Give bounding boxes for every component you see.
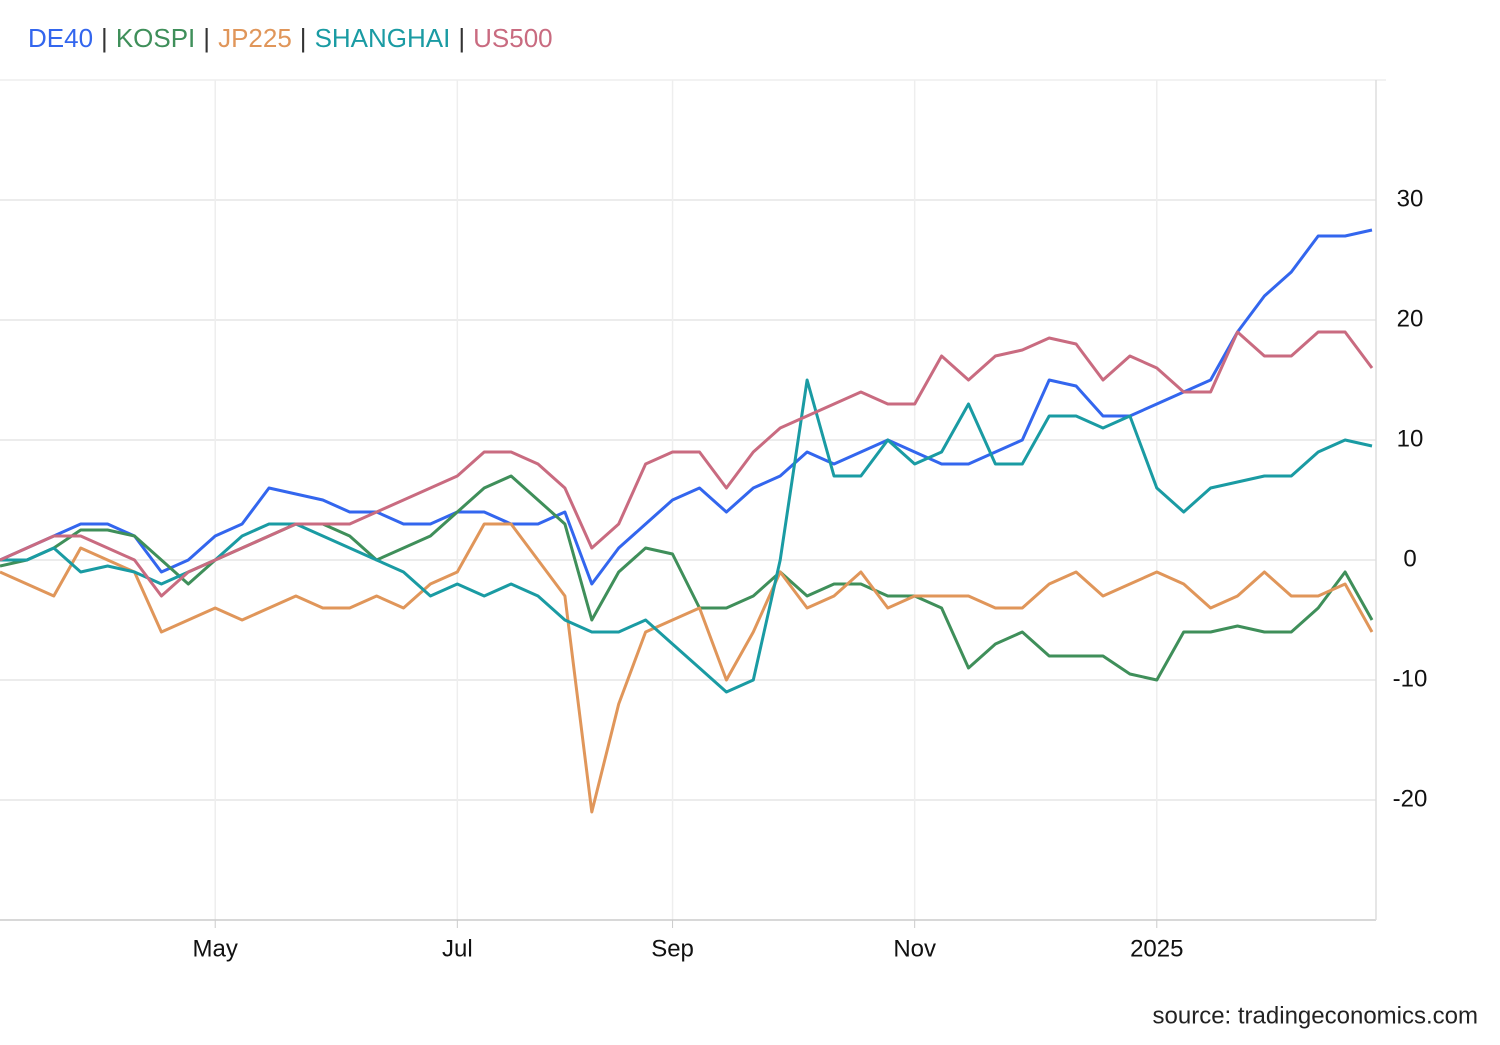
series-line	[0, 474, 1374, 682]
x-tick-label: Nov	[893, 935, 936, 962]
legend-entry: JP225	[218, 23, 292, 53]
series-line	[0, 330, 1374, 598]
series-line	[0, 378, 1373, 694]
legend-separator: |	[458, 23, 465, 53]
x-tick-label: 2025	[1130, 935, 1183, 962]
legend-separator: |	[300, 23, 307, 53]
legend-entry: KOSPI	[116, 23, 195, 53]
y-tick-label: 0	[1403, 545, 1416, 572]
y-tick-label: -10	[1393, 665, 1428, 692]
legend: DE40 | KOSPI | JP225 | SHANGHAI | US500	[28, 23, 553, 53]
x-tick-label: Jul	[442, 935, 473, 962]
legend-entry: SHANGHAI	[315, 23, 451, 53]
x-tick-label: May	[193, 935, 238, 962]
legend-entry: US500	[473, 23, 553, 53]
y-tick-label: 30	[1397, 185, 1424, 212]
x-tick-label: Sep	[651, 935, 694, 962]
legend-separator: |	[203, 23, 210, 53]
legend-separator: |	[101, 23, 108, 53]
source: source: tradingeconomics.com	[1153, 1002, 1478, 1029]
series-line	[0, 522, 1374, 814]
series-line	[0, 228, 1373, 586]
y-tick-label: 10	[1397, 425, 1424, 452]
legend-entry: DE40	[28, 23, 93, 53]
y-tick-label: 20	[1397, 305, 1424, 332]
y-tick-label: -20	[1393, 785, 1428, 812]
